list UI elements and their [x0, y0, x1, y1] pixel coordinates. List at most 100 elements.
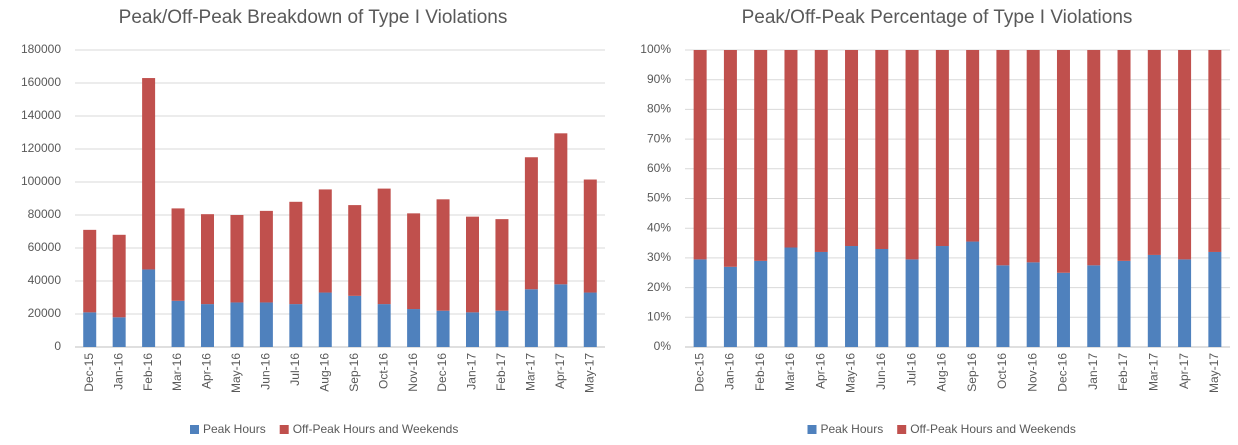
bar-segment [318, 292, 332, 347]
y-tick-label: 40% [647, 220, 671, 234]
bar-segment [112, 317, 126, 347]
bar-segment [935, 246, 949, 347]
x-tick-label: Dec-16 [1056, 353, 1070, 392]
bar-segment [1087, 50, 1101, 266]
bar-segment [318, 189, 332, 293]
bar-segment [723, 266, 737, 347]
x-tick-label: Mar-16 [783, 353, 797, 391]
x-tick-label: Nov-16 [406, 353, 420, 392]
legend-label: Off-Peak Hours and Weekends [910, 422, 1076, 436]
bar-segment [230, 302, 244, 347]
legend-swatch [897, 425, 907, 434]
x-tick-label: Apr-16 [813, 353, 827, 389]
legend-swatch [807, 425, 817, 434]
bar-segment [142, 78, 156, 270]
y-tick-label: 180000 [21, 42, 61, 56]
x-tick-label: Aug-16 [317, 353, 331, 392]
bar-segment [436, 310, 450, 347]
bar-segment [1026, 262, 1040, 347]
bar-segment [1056, 50, 1070, 273]
x-tick-label: Feb-16 [141, 353, 155, 391]
bar-segment [171, 300, 185, 347]
bar-segment [201, 214, 214, 305]
bar-segment [1026, 50, 1040, 263]
y-tick-label: 70% [647, 131, 671, 145]
x-tick-label: Dec-15 [692, 353, 706, 392]
y-tick-label: 120000 [21, 141, 61, 155]
x-tick-label: Dec-15 [82, 353, 96, 392]
x-tick-label: May-16 [844, 353, 858, 393]
bar-segment [83, 229, 97, 313]
bar-segment [171, 208, 185, 301]
bar-segment [1117, 260, 1131, 347]
bar-segment [875, 50, 889, 249]
x-tick-label: Mar-16 [170, 353, 184, 391]
x-tick-label: Apr-17 [553, 353, 567, 389]
y-tick-label: 60000 [28, 240, 62, 254]
bar-segment [289, 201, 303, 305]
x-tick-label: Sep-16 [965, 353, 979, 392]
legend-label: Peak Hours [821, 422, 884, 436]
bar-segment [935, 50, 949, 247]
bar-segment [754, 50, 768, 261]
x-tick-label: Mar-17 [1146, 353, 1160, 391]
bar-segment [495, 310, 509, 347]
x-tick-label: Oct-16 [376, 353, 390, 389]
bar-segment [348, 295, 362, 347]
x-tick-label: Sep-16 [347, 353, 361, 392]
bar-segment [112, 234, 126, 318]
bar-segment [693, 259, 707, 347]
legend-label: Off-Peak Hours and Weekends [293, 422, 459, 436]
bar-segment [784, 247, 798, 347]
x-tick-label: Jan-17 [465, 353, 479, 390]
bar-segment [230, 215, 244, 303]
bar-segment [289, 304, 303, 347]
x-tick-label: Oct-16 [995, 353, 1009, 389]
y-tick-label: 0 [54, 339, 61, 353]
bar-segment [905, 50, 919, 260]
bar-segment [259, 210, 273, 303]
bar-segment [1087, 265, 1101, 347]
bar-segment [377, 304, 391, 347]
bar-segment [142, 269, 156, 347]
bar-segment [1056, 272, 1070, 347]
x-tick-label: Nov-16 [1025, 353, 1039, 392]
bar-segment [784, 50, 798, 248]
bar-segment [1147, 50, 1161, 255]
bar-segment [583, 292, 597, 347]
chart-title: Peak/Off-Peak Breakdown of Type I Violat… [119, 7, 508, 28]
x-tick-label: Jul-16 [288, 353, 302, 386]
x-tick-label: Mar-17 [524, 353, 538, 391]
bar-segment [905, 259, 919, 347]
y-tick-label: 20000 [28, 306, 62, 320]
x-tick-label: Feb-17 [494, 353, 508, 391]
bar-segment [1208, 50, 1222, 252]
x-tick-label: May-17 [1207, 353, 1221, 393]
bar-segment [1178, 50, 1192, 260]
y-tick-label: 100000 [21, 174, 61, 188]
bar-segment [845, 246, 859, 347]
bar-segment [554, 133, 568, 285]
bar-segment [495, 219, 509, 311]
bar-segment [814, 251, 828, 347]
bar-segment [814, 50, 828, 252]
x-tick-label: Jun-16 [259, 353, 273, 390]
bar-segment [407, 213, 421, 310]
bar-segment [407, 309, 421, 347]
y-tick-label: 80000 [28, 207, 62, 221]
y-tick-label: 20% [647, 280, 671, 294]
bar-segment [845, 50, 859, 247]
x-tick-label: Jan-16 [111, 353, 125, 390]
x-tick-label: Apr-17 [1177, 353, 1191, 389]
y-tick-label: 50% [647, 191, 671, 205]
chart-title: Peak/Off-Peak Percentage of Type I Viola… [742, 7, 1133, 28]
bar-segment [259, 302, 273, 347]
x-tick-label: Dec-16 [435, 353, 449, 392]
bar-segment [377, 188, 391, 305]
x-tick-label: Jul-16 [904, 353, 918, 386]
bar-segment [1147, 254, 1161, 347]
x-tick-label: Jan-16 [723, 353, 737, 390]
bar-segment [693, 50, 707, 260]
x-tick-label: Jan-17 [1086, 353, 1100, 390]
